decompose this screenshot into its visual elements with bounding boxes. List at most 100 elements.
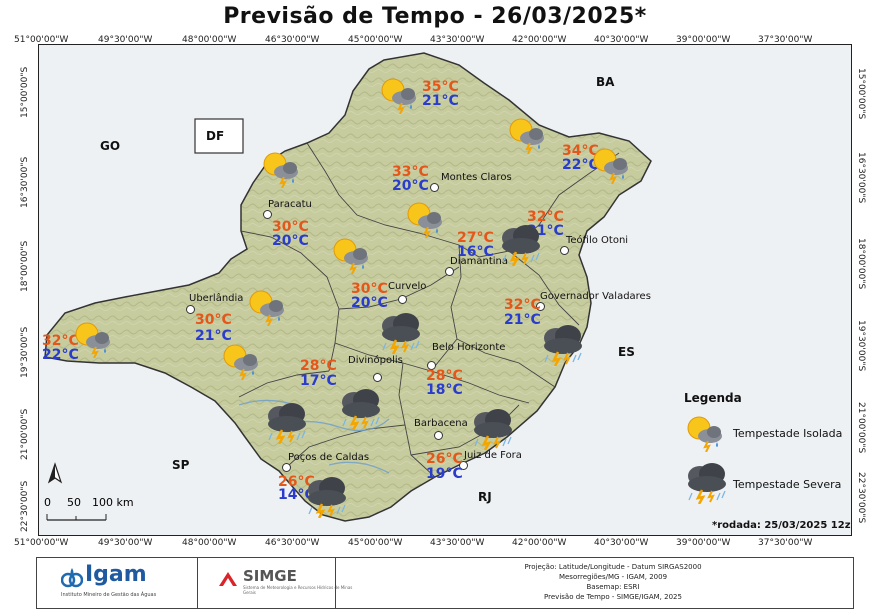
isolated-storm-icon [407, 202, 442, 238]
city-label: Barbacena [414, 418, 468, 429]
temp-min: 18°C [426, 382, 463, 398]
state-label-go: GO [100, 139, 121, 153]
temp-max: 33°C [392, 164, 429, 180]
city-marker[interactable] [434, 431, 443, 440]
lon-label-bottom: 46°30'00"W [265, 538, 320, 548]
lat-label-right: 18°00'00"S [856, 238, 866, 290]
severe-storm-icon [342, 389, 380, 430]
lon-label-top: 43°30'00"W [430, 35, 485, 45]
model-run-note: *rodada: 25/03/2025 12z [712, 520, 851, 531]
severe-storm-icon [268, 403, 306, 444]
temp-min: 22°C [562, 157, 599, 173]
lat-label-right: 15°00'00"S [856, 68, 866, 120]
footer-divider [197, 558, 198, 608]
lon-label-bottom: 49°30'00"W [98, 538, 153, 548]
lat-label-left: 22°30'00"S [20, 480, 30, 532]
temp-min: 21°C [195, 328, 232, 344]
map-frame[interactable] [38, 44, 852, 536]
scale-bar-graphic [46, 514, 107, 521]
temp-max: 35°C [422, 79, 459, 95]
isolated-storm-icon [593, 148, 628, 184]
city-label: Uberlândia [189, 293, 244, 304]
state-label-es: ES [618, 345, 635, 359]
temp-max: 30°C [272, 219, 309, 235]
severe-storm-icon [382, 313, 420, 354]
temp-min: 16°C [457, 244, 494, 260]
lat-label-left: 19°30'00"S [20, 326, 30, 378]
city-marker[interactable] [373, 373, 382, 382]
temp-min: 20°C [351, 295, 388, 311]
city-label: Belo Horizonte [432, 342, 506, 353]
state-label-ba: BA [596, 75, 615, 89]
lat-label-left: 18°00'00"S [20, 240, 30, 292]
temp-max: 32°C [527, 209, 564, 225]
df-polygon [194, 118, 244, 154]
temp-max: 28°C [300, 358, 337, 374]
footer-credit-line: Basemap: ESRI [586, 583, 640, 591]
temp-min: 17°C [300, 373, 337, 389]
legend-title: Legenda [684, 391, 742, 405]
lon-label-bottom: 37°30'00"W [758, 538, 813, 548]
temp-max: 32°C [504, 297, 541, 313]
temp-max: 26°C [426, 451, 463, 467]
lon-label-top: 42°00'00"W [512, 35, 567, 45]
severe-storm-icon [474, 409, 512, 450]
city-label: Juiz de Fora [464, 450, 522, 461]
temp-max: 30°C [351, 281, 388, 297]
city-label: Montes Claros [441, 172, 512, 183]
isolated-storm-icon [75, 322, 110, 358]
lon-label-top: 46°30'00"W [265, 35, 320, 45]
legend-isolated-label: Tempestade Isolada [733, 427, 843, 440]
north-arrow-icon [47, 462, 63, 484]
lon-label-bottom: 48°00'00"W [182, 538, 237, 548]
igam-subtitle: Instituto Mineiro de Gestão das Águas [61, 592, 157, 598]
lat-label-right: 19°30'00"S [856, 320, 866, 372]
city-marker[interactable] [398, 295, 407, 304]
city-marker[interactable] [430, 183, 439, 192]
lon-label-top: 45°00'00"W [348, 35, 403, 45]
lon-label-bottom: 42°00'00"W [512, 538, 567, 548]
lon-label-top: 39°00'00"W [676, 35, 731, 45]
city-marker[interactable] [263, 210, 272, 219]
city-marker[interactable] [459, 461, 468, 470]
lon-label-top: 51°00'00"W [14, 35, 69, 45]
temp-max: 27°C [457, 230, 494, 246]
lon-label-top: 48°00'00"W [182, 35, 237, 45]
scale-bar: 0 50 100 km [42, 492, 142, 528]
isolated-storm-icon [381, 78, 416, 114]
simge-logo-icon [219, 572, 237, 586]
city-marker[interactable] [445, 267, 454, 276]
footer-credit-line: Projeção: Latitude/Longitude - Datum SIR… [524, 563, 702, 571]
city-label: Governador Valadares [540, 291, 651, 302]
legend-severe-storm-icon [688, 463, 726, 504]
city-marker[interactable] [186, 305, 195, 314]
lat-label-left: 21°00'00"S [20, 408, 30, 460]
isolated-storm-icon [333, 238, 368, 274]
footer-credit-line: Previsão de Tempo - SIMGE/IGAM, 2025 [544, 593, 682, 601]
simge-subtitle: Sistema de Meteorologia e Recursos Hídri… [243, 585, 353, 595]
temp-min: 21°C [504, 312, 541, 328]
severe-storm-icon [502, 225, 540, 266]
lat-label-right: 22°30'00"S [856, 472, 866, 524]
city-label: Poços de Caldas [288, 452, 370, 463]
city-marker[interactable] [282, 463, 291, 472]
city-label: Divinópolis [348, 355, 403, 366]
lat-label-left: 16°30'00"S [20, 156, 30, 208]
city-marker[interactable] [536, 302, 545, 311]
temp-max: 34°C [562, 143, 599, 159]
legend-isolated-storm-icon [687, 416, 722, 452]
map-title: Previsão de Tempo - 26/03/2025* [223, 4, 647, 29]
isolated-storm-icon [263, 152, 298, 188]
isolated-storm-icon [509, 118, 544, 154]
simge-logo-text: SIMGE [243, 567, 297, 585]
temp-min: 20°C [392, 178, 429, 194]
temp-min: 14°C [278, 487, 315, 503]
temp-max: 28°C [426, 368, 463, 384]
city-marker[interactable] [560, 246, 569, 255]
lat-label-right: 21°00'00"S [856, 402, 866, 454]
scale-tick-0: 0 [44, 496, 51, 509]
city-label: Teófilo Otoni [566, 235, 629, 246]
temp-min: 22°C [42, 347, 79, 363]
legend-severe-label: Tempestade Severa [733, 478, 842, 491]
city-marker[interactable] [427, 361, 436, 370]
